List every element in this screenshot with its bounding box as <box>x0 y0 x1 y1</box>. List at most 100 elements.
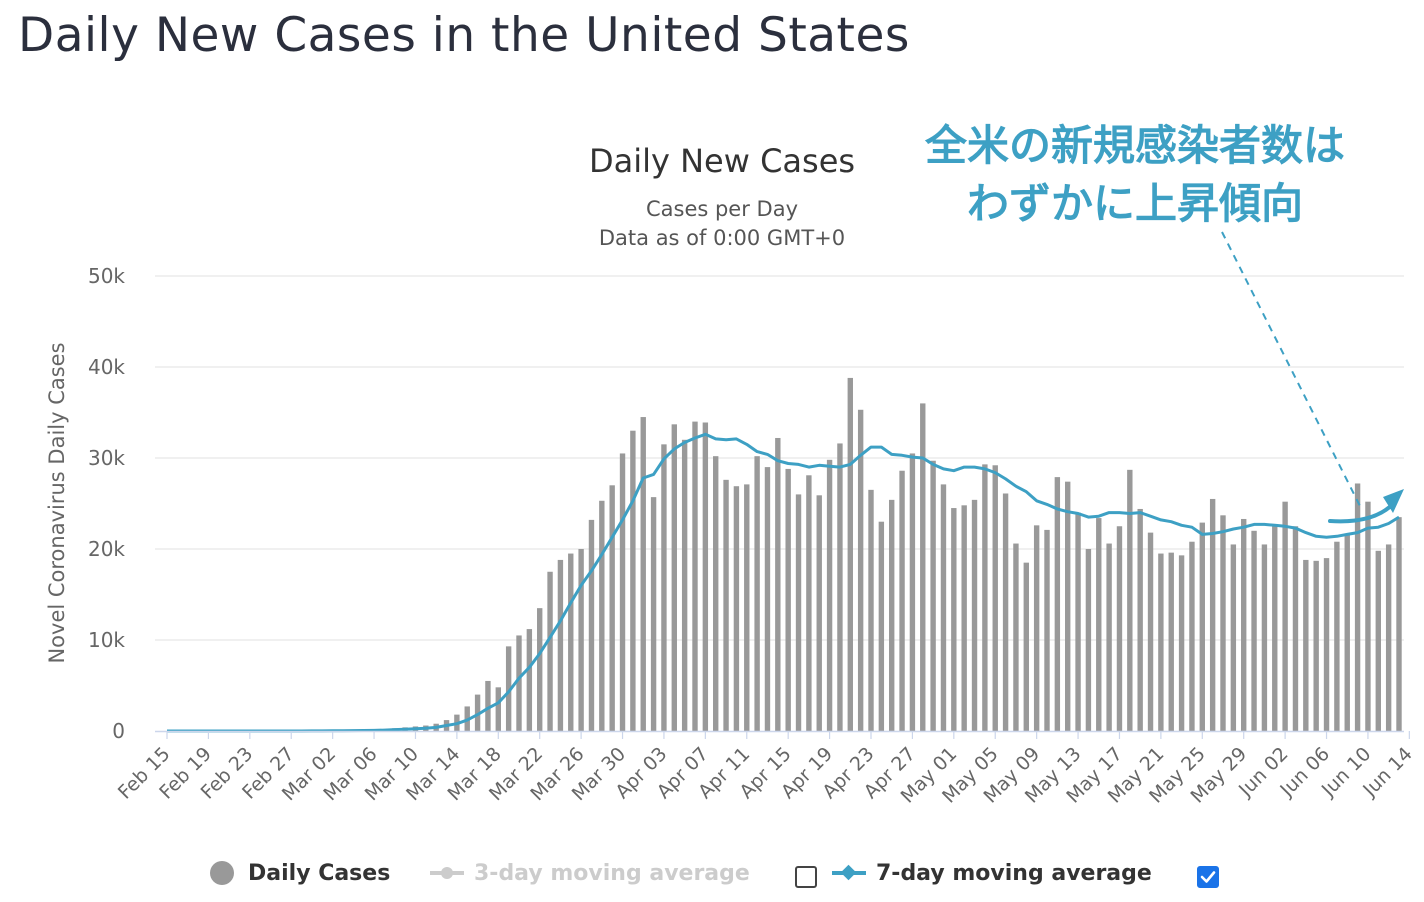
bar[interactable] <box>1106 543 1112 731</box>
bar[interactable] <box>982 464 988 731</box>
bar[interactable] <box>733 486 740 731</box>
bar[interactable] <box>495 687 501 731</box>
bar[interactable] <box>588 519 595 731</box>
bar[interactable] <box>1116 526 1123 731</box>
checkbox-7day[interactable] <box>1197 866 1219 888</box>
bar[interactable] <box>723 479 729 731</box>
bar[interactable] <box>889 499 895 731</box>
checkmark-icon <box>1200 871 1216 883</box>
bar[interactable] <box>826 459 833 731</box>
bar[interactable] <box>795 494 802 731</box>
bar[interactable] <box>547 571 553 731</box>
bar[interactable] <box>1168 552 1174 731</box>
bar[interactable] <box>681 439 688 731</box>
bar[interactable] <box>754 456 760 731</box>
bar[interactable] <box>578 549 584 731</box>
bar[interactable] <box>1137 508 1143 731</box>
bar[interactable] <box>1241 518 1247 731</box>
bar[interactable] <box>661 444 667 731</box>
bar[interactable] <box>940 484 947 731</box>
bar[interactable] <box>1282 501 1288 731</box>
line-7day-average[interactable] <box>167 432 1400 733</box>
bar[interactable] <box>1323 558 1330 731</box>
bar[interactable] <box>640 417 646 731</box>
bar[interactable] <box>1054 477 1061 731</box>
bar[interactable] <box>1002 493 1009 731</box>
bar[interactable] <box>1199 522 1205 731</box>
bar[interactable] <box>1365 501 1371 731</box>
bar[interactable] <box>516 635 522 731</box>
bar[interactable] <box>1375 550 1381 731</box>
bar[interactable] <box>1085 549 1092 731</box>
bar[interactable] <box>526 629 533 731</box>
bar[interactable] <box>1344 533 1350 731</box>
bar[interactable] <box>744 484 750 731</box>
bar[interactable] <box>951 508 957 731</box>
bar[interactable] <box>878 521 885 731</box>
bar[interactable] <box>1303 559 1309 731</box>
bar[interactable] <box>537 608 543 731</box>
bar[interactable] <box>961 505 967 731</box>
bar[interactable] <box>806 475 812 731</box>
bar[interactable] <box>899 470 905 731</box>
bar[interactable] <box>1147 532 1154 731</box>
bar[interactable] <box>599 500 605 731</box>
bar[interactable] <box>671 424 677 731</box>
bar[interactable] <box>1013 543 1019 731</box>
bar[interactable] <box>971 499 978 731</box>
bar[interactable] <box>1096 518 1102 731</box>
y-tick-label: 10k <box>88 628 125 652</box>
bar[interactable] <box>485 680 491 731</box>
bar[interactable] <box>557 559 564 731</box>
bar[interactable] <box>868 489 874 731</box>
bar[interactable] <box>609 485 615 731</box>
bar[interactable] <box>1385 544 1392 731</box>
bar[interactable] <box>1251 530 1257 731</box>
bar[interactable] <box>1334 541 1340 731</box>
bar[interactable] <box>1261 544 1268 731</box>
bar[interactable] <box>692 421 698 731</box>
bar[interactable] <box>1313 560 1319 731</box>
bar[interactable] <box>775 437 781 731</box>
bar[interactable] <box>1178 555 1185 731</box>
bar[interactable] <box>1209 498 1216 731</box>
legend-item-3day[interactable]: 3-day moving average <box>430 856 750 890</box>
bar[interactable] <box>1354 483 1361 731</box>
bar[interactable] <box>785 468 791 731</box>
bar[interactable] <box>1292 526 1299 731</box>
legend-item-7day[interactable]: 7-day moving average <box>832 856 1152 890</box>
bar[interactable] <box>909 453 916 731</box>
bar[interactable] <box>702 422 709 731</box>
bar[interactable] <box>1065 481 1071 731</box>
bar[interactable] <box>1220 515 1226 731</box>
bar[interactable] <box>474 694 481 731</box>
bar[interactable] <box>1044 529 1050 731</box>
bar[interactable] <box>1158 553 1164 731</box>
legend-item-daily-cases[interactable]: Daily Cases <box>210 856 390 890</box>
bar[interactable] <box>920 403 926 731</box>
bar[interactable] <box>1075 512 1081 731</box>
bar[interactable] <box>837 443 843 731</box>
bar[interactable] <box>1023 562 1029 731</box>
bar[interactable] <box>505 646 512 731</box>
bar[interactable] <box>1396 517 1402 731</box>
bar[interactable] <box>847 377 853 731</box>
bar[interactable] <box>857 409 864 731</box>
bar[interactable] <box>816 495 822 731</box>
bar[interactable] <box>568 553 574 731</box>
bar[interactable] <box>1272 524 1278 731</box>
bar[interactable] <box>992 465 998 731</box>
bar[interactable] <box>650 497 657 731</box>
bar[interactable] <box>764 467 771 731</box>
bar[interactable] <box>619 453 626 731</box>
bar[interactable] <box>1189 541 1195 731</box>
bars-daily-cases[interactable] <box>309 377 1402 732</box>
bar[interactable] <box>1033 525 1040 731</box>
bar[interactable] <box>930 460 936 731</box>
checkbox-3day[interactable] <box>795 866 817 888</box>
bar[interactable] <box>630 430 636 731</box>
bar[interactable] <box>1230 544 1237 731</box>
bar[interactable] <box>1127 469 1133 731</box>
bar[interactable] <box>713 456 719 731</box>
